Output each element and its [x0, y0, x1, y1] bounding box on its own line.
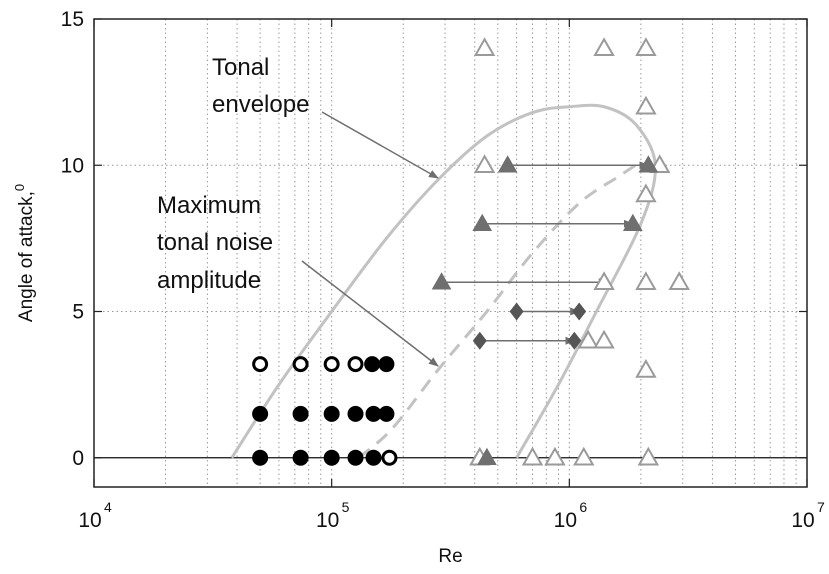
open-circle-marker — [323, 356, 340, 373]
max-amplitude-curve — [357, 163, 637, 459]
diamond-marker — [472, 331, 487, 350]
annotation-max-amplitude-line-3: amplitude — [157, 267, 261, 294]
open-triangle-marker — [593, 329, 615, 349]
open-triangle-marker — [593, 271, 615, 290]
open-triangle-marker — [577, 329, 599, 349]
x-tick-label-exponent: 5 — [342, 499, 350, 515]
range-arrows — [441, 161, 650, 345]
open-triangle-marker — [635, 271, 657, 290]
y-tick-label: 0 — [72, 447, 84, 470]
annotation-max-amplitude-line-1: Maximum — [157, 192, 261, 219]
open-triangle-marker — [668, 271, 690, 290]
filled-circle-marker — [365, 449, 382, 466]
open-circle-marker — [381, 449, 398, 466]
x-tick-label: 10 — [316, 509, 339, 532]
tonal-envelope-curve — [230, 103, 657, 459]
data-markers — [252, 37, 690, 466]
open-triangle-marker — [473, 154, 496, 173]
grid — [94, 18, 807, 487]
plot-frame — [93, 18, 808, 488]
y-tick-label: 5 — [72, 301, 84, 324]
open-triangle-marker — [521, 446, 544, 466]
y-tick-label: 15 — [61, 8, 84, 31]
open-triangle-marker — [635, 37, 657, 56]
y-axis-label: Angle of attack,0 — [12, 184, 37, 322]
x-tick-label-exponent: 7 — [817, 499, 825, 515]
y-axis-label-sup: 0 — [12, 184, 27, 191]
filled-triangle-marker — [638, 155, 659, 173]
diamond-marker — [567, 331, 582, 350]
x-tick-label: 10 — [554, 509, 577, 532]
filled-circle-marker — [323, 405, 340, 422]
annotations: Tonal envelope Maximum tonal noise ampli… — [157, 54, 439, 367]
open-triangle-marker — [593, 37, 615, 56]
open-circle-marker — [347, 356, 364, 373]
filled-circle-marker — [365, 405, 382, 422]
filled-circle-marker — [347, 449, 364, 466]
filled-circle-marker — [378, 356, 395, 373]
annotation-max-amplitude-line-2: tonal noise — [157, 229, 273, 256]
y-tick-label: 10 — [61, 154, 84, 177]
open-triangle-marker — [635, 183, 657, 203]
filled-triangle-marker — [431, 272, 452, 290]
x-tick-label: 10 — [78, 509, 101, 532]
open-circle-marker — [252, 356, 269, 373]
filled-triangle-marker — [477, 447, 497, 465]
x-tick-label: 10 — [791, 509, 814, 532]
open-triangle-marker — [473, 37, 496, 56]
open-triangle-marker — [544, 446, 566, 466]
filled-circle-marker — [378, 405, 395, 422]
filled-triangle-marker — [472, 213, 493, 231]
open-triangle-marker — [635, 95, 657, 115]
annotation-max-amplitude-arrow — [301, 260, 439, 367]
filled-triangle-marker — [622, 213, 643, 231]
open-triangle-marker — [573, 446, 595, 466]
diamond-marker — [572, 302, 587, 321]
filled-circle-marker — [292, 449, 309, 466]
filled-circle-marker — [347, 405, 364, 422]
filled-circle-marker — [292, 405, 309, 422]
x-tick-label-exponent: 6 — [579, 499, 587, 515]
open-triangle-marker — [635, 358, 657, 378]
annotation-tonal-envelope-line-1: Tonal — [212, 54, 269, 81]
filled-triangle-marker — [497, 155, 518, 173]
filled-circle-marker — [364, 356, 381, 373]
tonal-envelope-curves — [230, 103, 657, 459]
filled-circle-marker — [323, 449, 340, 466]
filled-circle-marker — [252, 405, 269, 422]
open-circle-marker — [292, 356, 309, 373]
x-tick-label-exponent: 4 — [104, 499, 112, 515]
annotation-tonal-envelope-line-2: envelope — [212, 91, 309, 118]
open-triangle-marker — [637, 446, 660, 466]
annotation-tonal-envelope-arrow — [321, 111, 439, 179]
filled-circle-marker — [252, 449, 269, 466]
diamond-marker — [509, 302, 524, 321]
x-axis-label: Re — [438, 546, 462, 567]
y-axis-label-text: Angle of attack, — [16, 191, 37, 322]
